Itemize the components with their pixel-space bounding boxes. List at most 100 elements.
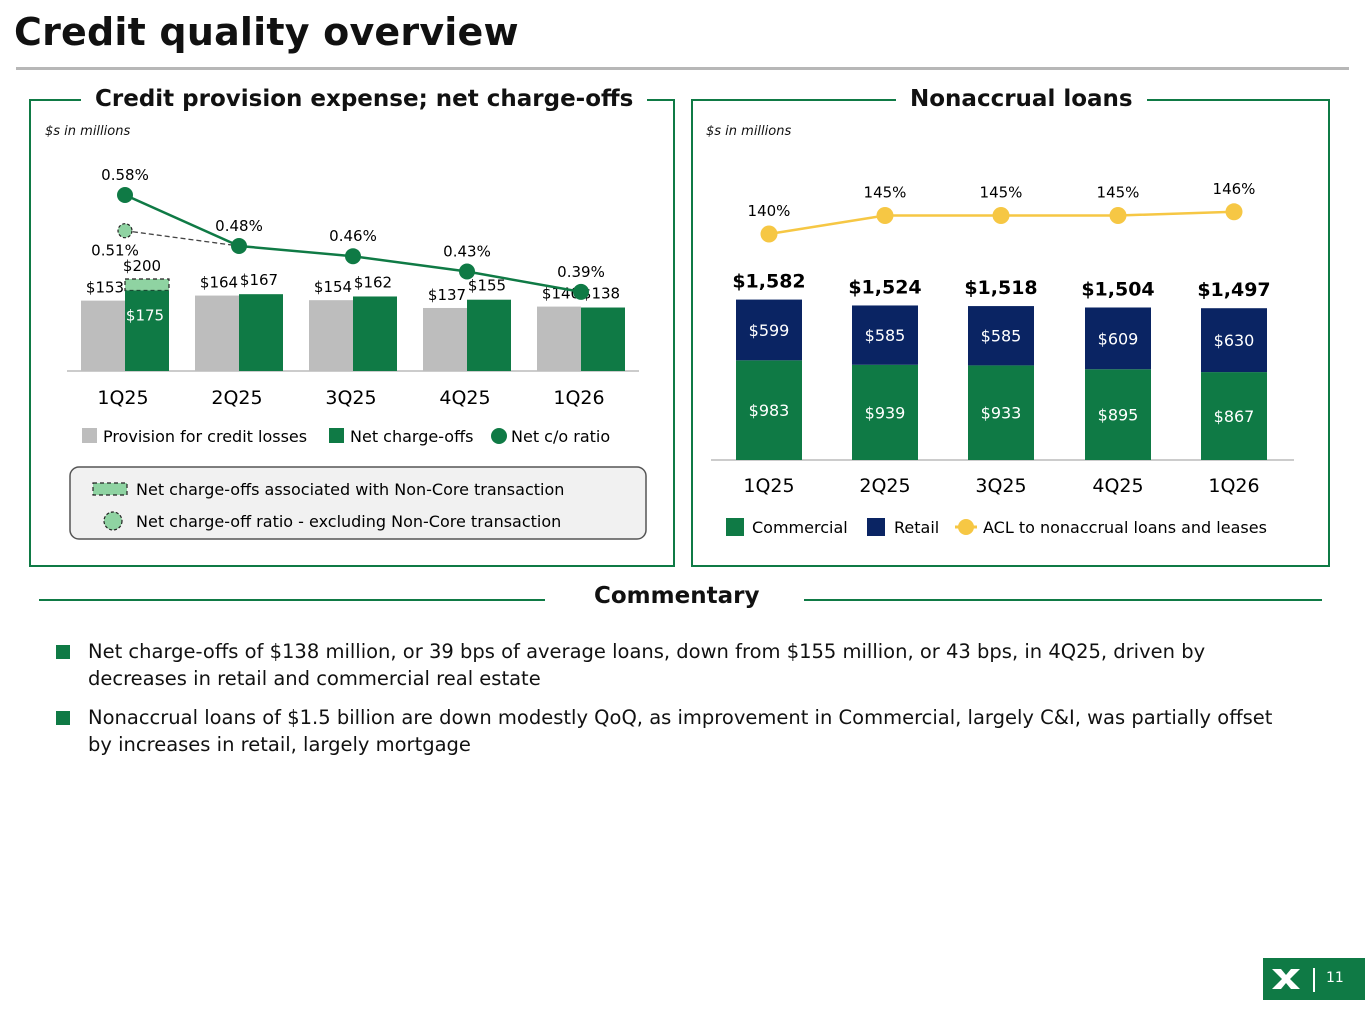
provision-chart: $153 $200 $175 1Q25 $164 $167 2Q25 $154 $162 3Q25… bbox=[67, 166, 647, 540]
provision-bar bbox=[309, 300, 353, 371]
net-charge-off-bar bbox=[467, 299, 511, 371]
net-co-ratio-point bbox=[231, 238, 247, 254]
acl-ratio-label: 140% bbox=[748, 202, 791, 220]
net-charge-off-label: $138 bbox=[582, 285, 620, 303]
category-label: 3Q25 bbox=[975, 475, 1026, 497]
legend-commercial-swatch bbox=[726, 518, 744, 536]
commercial-bar bbox=[736, 360, 802, 460]
acl-ratio-point bbox=[1225, 203, 1243, 221]
non-core-notes-box bbox=[69, 466, 647, 540]
bullet-square-icon bbox=[56, 645, 70, 659]
net-co-ratio-point bbox=[345, 248, 361, 265]
legend-provision-label: Provision for credit losses bbox=[103, 427, 307, 446]
net-co-ratio-label: 0.48% bbox=[215, 217, 263, 235]
commentary-rule-right bbox=[804, 599, 1322, 601]
commercial-bar bbox=[1201, 372, 1267, 460]
legend-ratio-swatch bbox=[491, 428, 507, 444]
provision-bar bbox=[195, 295, 239, 371]
lion-logo-icon bbox=[1272, 969, 1300, 989]
commercial-label: $939 bbox=[865, 403, 906, 422]
legend-ratio-label: Net c/o ratio bbox=[511, 427, 610, 446]
net-charge-off-bar bbox=[353, 296, 397, 371]
retail-label: $585 bbox=[981, 327, 1022, 346]
provision-panel-title: Credit provision expense; net charge-off… bbox=[81, 86, 648, 112]
non-core-ratio-legend-icon bbox=[103, 511, 123, 531]
provision-bar bbox=[537, 306, 581, 371]
category-label: 1Q26 bbox=[1208, 475, 1259, 497]
total-label: $1,524 bbox=[848, 276, 921, 298]
commentary-bullet-text: Net charge-offs of $138 million, or 39 b… bbox=[88, 640, 1206, 690]
commercial-label: $933 bbox=[981, 404, 1022, 423]
category-label: 4Q25 bbox=[439, 387, 490, 409]
retail-bar bbox=[968, 306, 1034, 366]
title-divider bbox=[16, 67, 1349, 70]
commercial-bar bbox=[968, 365, 1034, 460]
non-core-charge-off-bar bbox=[124, 278, 170, 292]
excluding-non-core-label: 0.51% bbox=[91, 242, 139, 260]
net-charge-off-label: $162 bbox=[354, 273, 392, 291]
net-charge-off-bar bbox=[239, 294, 283, 371]
acl-ratio-label: 145% bbox=[980, 184, 1023, 202]
net-co-ratio-label: 0.39% bbox=[557, 263, 605, 281]
commercial-label: $983 bbox=[749, 401, 790, 420]
excluding-non-core-point bbox=[117, 223, 133, 239]
net-co-ratio-label: 0.46% bbox=[329, 227, 377, 245]
acl-ratio-point bbox=[760, 225, 778, 243]
acl-ratio-label: 145% bbox=[1097, 184, 1140, 202]
commentary-bullet-text: Nonaccrual loans of $1.5 billion are dow… bbox=[88, 706, 1273, 756]
provision-label: $154 bbox=[314, 278, 352, 296]
retail-bar bbox=[1085, 307, 1151, 370]
nonaccrual-units-note: $s in millions bbox=[706, 124, 792, 139]
total-label: $1,497 bbox=[1197, 279, 1270, 301]
provision-units-note: $s in millions bbox=[45, 124, 131, 139]
provision-bar bbox=[423, 307, 467, 371]
commentary-bullet-1: Net charge-offs of $138 million, or 39 b… bbox=[56, 638, 1286, 692]
retail-bar bbox=[736, 299, 802, 361]
category-label: 1Q25 bbox=[743, 475, 794, 497]
nonaccrual-chart: $983 $599 $1,582 1Q25 $939 $585 $1,524 2Q25 $933… bbox=[711, 180, 1294, 537]
net-co-ratio-label: 0.58% bbox=[101, 166, 149, 184]
non-core-total-label: $200 bbox=[123, 257, 161, 275]
total-label: $1,504 bbox=[1081, 278, 1154, 300]
acl-ratio-point bbox=[992, 207, 1010, 224]
legend-acl-swatch bbox=[958, 519, 974, 535]
retail-label: $630 bbox=[1214, 331, 1255, 350]
net-co-ratio-label: 0.43% bbox=[443, 243, 491, 261]
legend-provision-swatch bbox=[82, 428, 97, 443]
legend-retail-swatch bbox=[867, 518, 885, 536]
acl-ratio-label: 146% bbox=[1213, 180, 1256, 198]
retail-bar bbox=[1201, 308, 1267, 373]
bullet-square-icon bbox=[56, 711, 70, 725]
footer-separator bbox=[1313, 968, 1315, 992]
category-label: 2Q25 bbox=[211, 387, 262, 409]
legend-acl-label: ACL to nonaccrual loans and leases bbox=[983, 518, 1267, 537]
net-co-ratio-point bbox=[459, 263, 475, 280]
retail-label: $599 bbox=[749, 321, 790, 340]
provision-bar bbox=[81, 300, 125, 371]
provision-label: $164 bbox=[200, 274, 238, 292]
net-charge-off-label: $167 bbox=[240, 271, 278, 289]
total-label: $1,518 bbox=[964, 277, 1037, 299]
commentary-rule-left bbox=[39, 599, 545, 601]
net-charge-off-label: $155 bbox=[468, 277, 506, 295]
net-charge-off-label: $175 bbox=[126, 307, 164, 325]
category-label: 1Q25 bbox=[97, 387, 148, 409]
provision-label: $153 bbox=[86, 279, 124, 297]
net-charge-off-bar bbox=[581, 307, 625, 371]
category-label: 4Q25 bbox=[1092, 475, 1143, 497]
excluding-non-core-line bbox=[124, 230, 240, 247]
commercial-bar bbox=[852, 364, 918, 460]
commercial-label: $895 bbox=[1098, 406, 1139, 425]
non-core-bar-note: Net charge-offs associated with Non-Core… bbox=[136, 480, 564, 499]
acl-ratio-point bbox=[1109, 207, 1127, 224]
category-label: 2Q25 bbox=[859, 475, 910, 497]
page-number: 11 bbox=[1326, 970, 1344, 986]
net-co-ratio-point bbox=[117, 187, 133, 203]
legend-nco-label: Net charge-offs bbox=[350, 427, 473, 446]
acl-ratio-label: 145% bbox=[864, 184, 907, 202]
retail-bar bbox=[852, 305, 918, 365]
acl-ratio-point bbox=[876, 207, 894, 224]
legend-nco-swatch bbox=[329, 428, 344, 443]
commercial-bar bbox=[1085, 369, 1151, 460]
category-label: 3Q25 bbox=[325, 387, 376, 409]
